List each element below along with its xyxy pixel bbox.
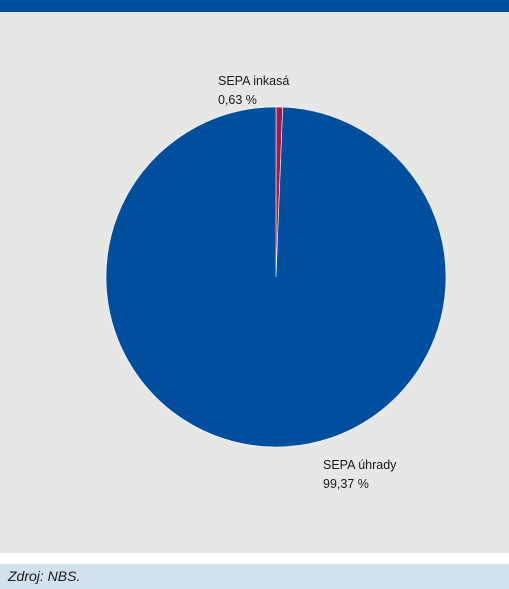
pie-slice-sepa-uhrady <box>105 106 447 448</box>
header-bar <box>0 0 509 12</box>
source-footer: Zdroj: NBS. <box>0 564 509 589</box>
slice-label-name: SEPA úhrady <box>323 458 397 472</box>
slice-label-value: 99,37 % <box>323 477 369 491</box>
slice-label-sepa-uhrady: SEPA úhrady 99,37 % <box>323 456 396 494</box>
slice-label-name: SEPA inkasá <box>218 74 290 88</box>
source-text: Zdroj: NBS. <box>8 568 81 584</box>
slice-label-sepa-inkasa: SEPA inkasá 0,63 % <box>218 72 289 110</box>
slice-label-value: 0,63 % <box>218 93 257 107</box>
